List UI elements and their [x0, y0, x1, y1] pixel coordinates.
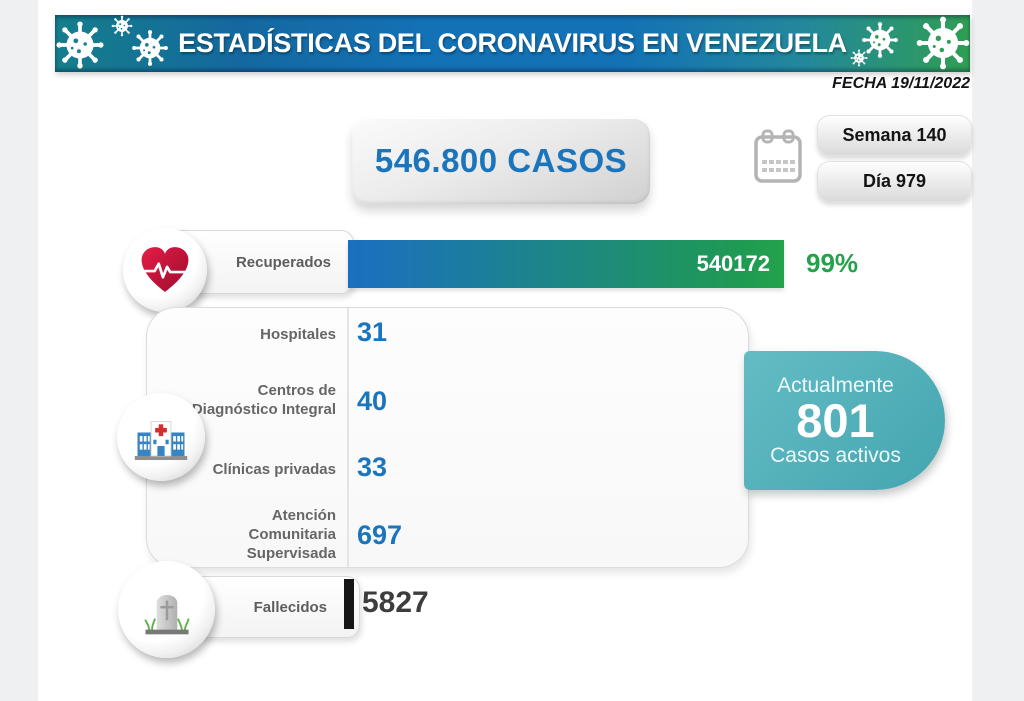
tombstone-icon	[144, 594, 189, 634]
virus-icon	[131, 29, 169, 67]
calendar-icon	[754, 129, 802, 183]
facility-label: Atención Comunitaria Supervisada	[246, 507, 336, 562]
active-cases-value: 801	[796, 393, 875, 447]
virus-icon	[111, 15, 133, 37]
facility-value: 31	[357, 317, 388, 347]
day-label: Día 979	[862, 171, 927, 191]
facilities-divider	[347, 308, 349, 567]
hospital-icon	[134, 421, 188, 461]
deceased-bar	[344, 579, 354, 629]
day-badge: Día 979	[817, 161, 972, 202]
week-label: Semana 140	[842, 125, 947, 145]
facility-label: Centros de Diagnóstico Integral	[191, 382, 336, 418]
total-cases-box: 546.800 CASOS	[352, 118, 650, 204]
recovered-percent: 99%	[806, 248, 859, 278]
recovered-bar: 540172	[348, 240, 784, 288]
date-label: FECHA 19/11/2022	[832, 75, 970, 92]
virus-icon	[850, 49, 868, 67]
facility-value: 33	[357, 452, 388, 482]
facilities-badge	[117, 393, 205, 481]
facilities-panel	[146, 307, 749, 568]
header-banner: ESTADÍSTICAS DEL CORONAVIRUS EN VENEZUEL…	[55, 15, 970, 72]
total-cases-value: 546.800 CASOS	[374, 142, 628, 179]
active-cases-line2: Casos activos	[770, 443, 901, 467]
facility-label: Clínicas privadas	[212, 461, 336, 478]
virus-icon	[55, 20, 105, 70]
active-cases-box: Actualmente 801 Casos activos	[744, 351, 945, 490]
recovered-label: Recuperados	[235, 253, 331, 271]
recovered-badge	[123, 228, 207, 312]
deceased-label: Fallecidos	[253, 598, 327, 616]
virus-icon	[915, 15, 970, 71]
facility-value: 40	[357, 386, 388, 416]
facility-value: 697	[357, 520, 403, 550]
deceased-value: 5827	[362, 586, 429, 619]
active-cases-line1: Actualmente	[777, 373, 894, 397]
week-badge: Semana 140	[817, 115, 972, 156]
page-title: ESTADÍSTICAS DEL CORONAVIRUS EN VENEZUEL…	[178, 28, 847, 58]
heart-ekg-icon	[141, 247, 189, 292]
recovered-value: 540172	[696, 251, 770, 276]
deceased-badge	[118, 561, 215, 658]
facility-label: Hospitales	[260, 326, 336, 343]
